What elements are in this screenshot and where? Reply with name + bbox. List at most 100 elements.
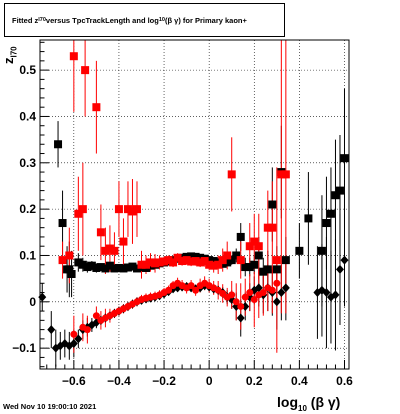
data-point-square xyxy=(65,251,74,260)
data-point-square xyxy=(331,191,340,200)
data-point-circle xyxy=(165,286,173,294)
data-point-circle xyxy=(259,289,267,297)
data-point-square xyxy=(254,242,263,251)
data-point-square xyxy=(277,170,286,179)
data-point-square xyxy=(263,265,272,274)
data-point-square xyxy=(74,209,83,218)
x-tick-label: −0.4 xyxy=(107,374,131,388)
data-point-square xyxy=(236,232,245,241)
data-point-diamond xyxy=(69,339,78,349)
data-point-square xyxy=(223,251,232,260)
data-point-square xyxy=(250,237,259,246)
data-point-square xyxy=(340,154,349,163)
data-point-square xyxy=(187,252,196,261)
data-point-circle xyxy=(237,302,245,310)
data-point-square xyxy=(254,251,263,260)
data-point-circle xyxy=(228,291,236,299)
x-tick-label: 0.2 xyxy=(246,374,263,388)
data-point-circle xyxy=(187,282,195,290)
data-point-square xyxy=(123,205,132,214)
x-tick-label: −0.6 xyxy=(62,374,86,388)
data-point-square xyxy=(74,258,83,267)
data-point-square xyxy=(182,256,191,265)
data-point-circle xyxy=(232,298,240,306)
data-point-square xyxy=(58,256,67,265)
data-point-diamond xyxy=(340,255,349,265)
data-point-square xyxy=(245,242,254,251)
y-tick-label: 0.5 xyxy=(19,63,36,77)
data-point-square xyxy=(65,265,74,274)
data-point-square xyxy=(101,264,110,273)
data-point-diamond xyxy=(335,264,344,274)
data-point-square xyxy=(160,257,169,266)
data-point-square xyxy=(114,263,123,272)
data-point-square xyxy=(92,103,101,112)
data-point-diamond xyxy=(272,297,281,307)
data-point-square xyxy=(268,200,277,209)
data-point-square xyxy=(232,251,241,260)
data-point-square xyxy=(178,257,187,266)
x-tick-label: 0.6 xyxy=(336,374,353,388)
data-point-square xyxy=(142,260,151,269)
x-tick-label: 0 xyxy=(206,374,213,388)
data-point-square xyxy=(128,207,137,216)
y-tick-label: 0.4 xyxy=(19,109,36,123)
data-point-square xyxy=(200,257,209,266)
error-bars xyxy=(41,40,345,367)
title-text-pre: Fitted z xyxy=(12,15,39,25)
grid-lines xyxy=(40,40,349,369)
data-point-square xyxy=(169,258,178,267)
data-point-square xyxy=(58,219,67,228)
data-point-circle xyxy=(70,330,78,338)
data-point-square xyxy=(119,264,128,273)
data-point-square xyxy=(295,246,304,255)
data-point-square xyxy=(191,252,200,261)
data-point-square xyxy=(191,257,200,266)
y-tick-label: −0.1 xyxy=(12,341,36,355)
data-point-square xyxy=(132,205,141,214)
timestamp: Wed Nov 10 19:00:10 2021 xyxy=(3,402,97,411)
data-point-circle xyxy=(92,312,100,320)
data-point-square xyxy=(205,256,214,265)
data-point-square xyxy=(92,263,101,272)
x-axis-label: log10 (β γ) xyxy=(277,394,340,413)
data-point-square xyxy=(78,260,87,269)
data-point-square xyxy=(259,267,268,276)
data-point-diamond xyxy=(38,292,47,302)
data-point-square xyxy=(326,209,335,218)
data-point-circle xyxy=(273,279,281,287)
data-point-square xyxy=(236,256,245,265)
data-point-square xyxy=(214,260,223,269)
data-point-diamond xyxy=(331,290,340,300)
y-label-pre: z xyxy=(1,57,16,65)
data-point-square xyxy=(218,256,227,265)
data-point-square xyxy=(196,253,205,262)
title-text-mid: versus TpcTrackLength and log xyxy=(45,15,159,25)
y-tick-label: 0.3 xyxy=(19,156,36,170)
data-point-diamond xyxy=(322,288,331,298)
data-point-square xyxy=(146,258,155,267)
data-point-square xyxy=(123,263,132,272)
data-point-square xyxy=(87,261,96,270)
data-point-square xyxy=(263,223,272,232)
data-point-square xyxy=(317,246,326,255)
data-point-square xyxy=(209,257,218,266)
data-point-square xyxy=(78,205,87,214)
data-point-square xyxy=(304,214,313,223)
data-point-square xyxy=(268,223,277,232)
data-point-diamond xyxy=(47,325,56,335)
data-point-square xyxy=(223,258,232,267)
axis-ticks xyxy=(40,41,345,369)
data-point-square xyxy=(110,246,119,255)
title-sub-1: l70 xyxy=(38,17,46,23)
data-point-diamond xyxy=(281,283,290,293)
data-point-square xyxy=(69,52,78,61)
y-tick-label: 0 xyxy=(29,295,36,309)
data-point-circle xyxy=(192,286,200,294)
title-text-post: (β γ) for Primary kaon+ xyxy=(164,15,247,25)
data-point-circle xyxy=(246,289,254,297)
data-point-square xyxy=(250,260,259,269)
data-point-diamond xyxy=(236,313,245,323)
data-point-square xyxy=(67,270,76,279)
